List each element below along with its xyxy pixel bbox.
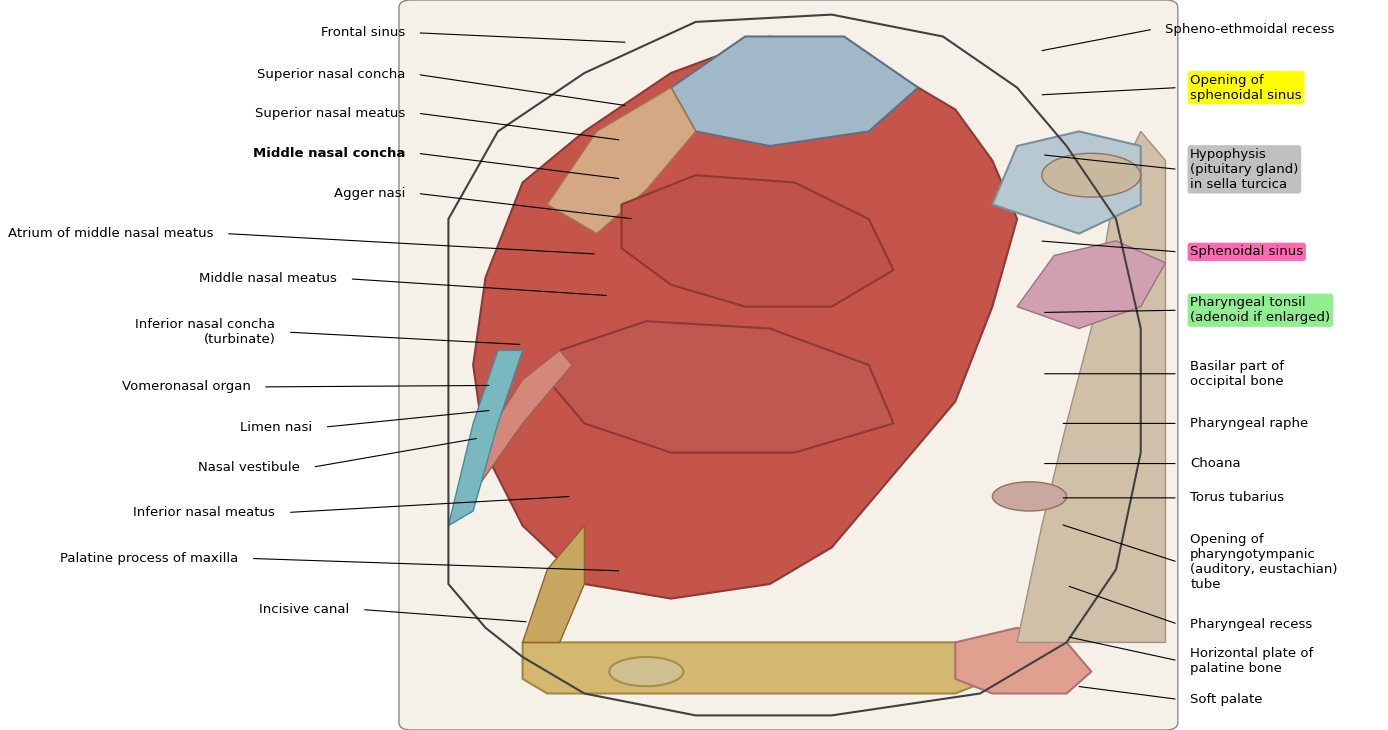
Text: Nasal vestibule: Nasal vestibule (198, 461, 300, 474)
Text: Choana: Choana (1190, 457, 1241, 470)
Text: Opening of
pharyngotympanic
(auditory, eustachian)
tube: Opening of pharyngotympanic (auditory, e… (1190, 533, 1338, 591)
Text: Agger nasi: Agger nasi (333, 187, 405, 200)
Text: Opening of
sphenoidal sinus: Opening of sphenoidal sinus (1190, 74, 1302, 101)
Text: Pharyngeal tonsil
(adenoid if enlarged): Pharyngeal tonsil (adenoid if enlarged) (1190, 296, 1330, 324)
Text: Limen nasi: Limen nasi (240, 420, 312, 434)
Text: Basilar part of
occipital bone: Basilar part of occipital bone (1190, 360, 1284, 388)
Ellipse shape (992, 482, 1066, 511)
Text: Inferior nasal meatus: Inferior nasal meatus (133, 506, 275, 519)
Text: Torus tubarius: Torus tubarius (1190, 491, 1284, 504)
Polygon shape (955, 628, 1091, 693)
Text: Hypophysis
(pituitary gland)
in sella turcica: Hypophysis (pituitary gland) in sella tu… (1190, 148, 1299, 191)
Ellipse shape (1042, 153, 1141, 197)
Text: Superior nasal meatus: Superior nasal meatus (255, 107, 405, 120)
Text: Palatine process of maxilla: Palatine process of maxilla (60, 552, 239, 565)
Text: Incisive canal: Incisive canal (260, 603, 350, 616)
Polygon shape (547, 88, 695, 234)
Text: Pharyngeal raphe: Pharyngeal raphe (1190, 417, 1309, 430)
Text: Sphenoidal sinus: Sphenoidal sinus (1190, 245, 1303, 258)
Text: Soft palate: Soft palate (1190, 693, 1263, 706)
Text: Middle nasal concha: Middle nasal concha (253, 147, 405, 160)
Polygon shape (547, 321, 894, 453)
Polygon shape (1017, 241, 1166, 328)
Polygon shape (473, 36, 1017, 599)
Polygon shape (670, 36, 919, 146)
Text: Frontal sinus: Frontal sinus (321, 26, 405, 39)
Text: Vomeronasal organ: Vomeronasal organ (122, 380, 251, 393)
Text: Spheno-ethmoidal recess: Spheno-ethmoidal recess (1166, 23, 1335, 36)
FancyBboxPatch shape (398, 0, 1178, 730)
Polygon shape (461, 350, 572, 511)
Text: Horizontal plate of
palatine bone: Horizontal plate of palatine bone (1190, 647, 1313, 675)
Polygon shape (992, 131, 1141, 234)
Text: Middle nasal meatus: Middle nasal meatus (200, 272, 337, 285)
Polygon shape (1017, 131, 1166, 642)
Polygon shape (523, 526, 584, 642)
Ellipse shape (609, 657, 683, 686)
Polygon shape (523, 642, 992, 694)
Text: Atrium of middle nasal meatus: Atrium of middle nasal meatus (8, 227, 214, 240)
Text: Superior nasal concha: Superior nasal concha (257, 68, 405, 81)
Text: Pharyngeal recess: Pharyngeal recess (1190, 618, 1313, 631)
Text: Inferior nasal concha
(turbinate): Inferior nasal concha (turbinate) (136, 318, 275, 346)
Polygon shape (448, 350, 523, 526)
Polygon shape (622, 175, 894, 307)
